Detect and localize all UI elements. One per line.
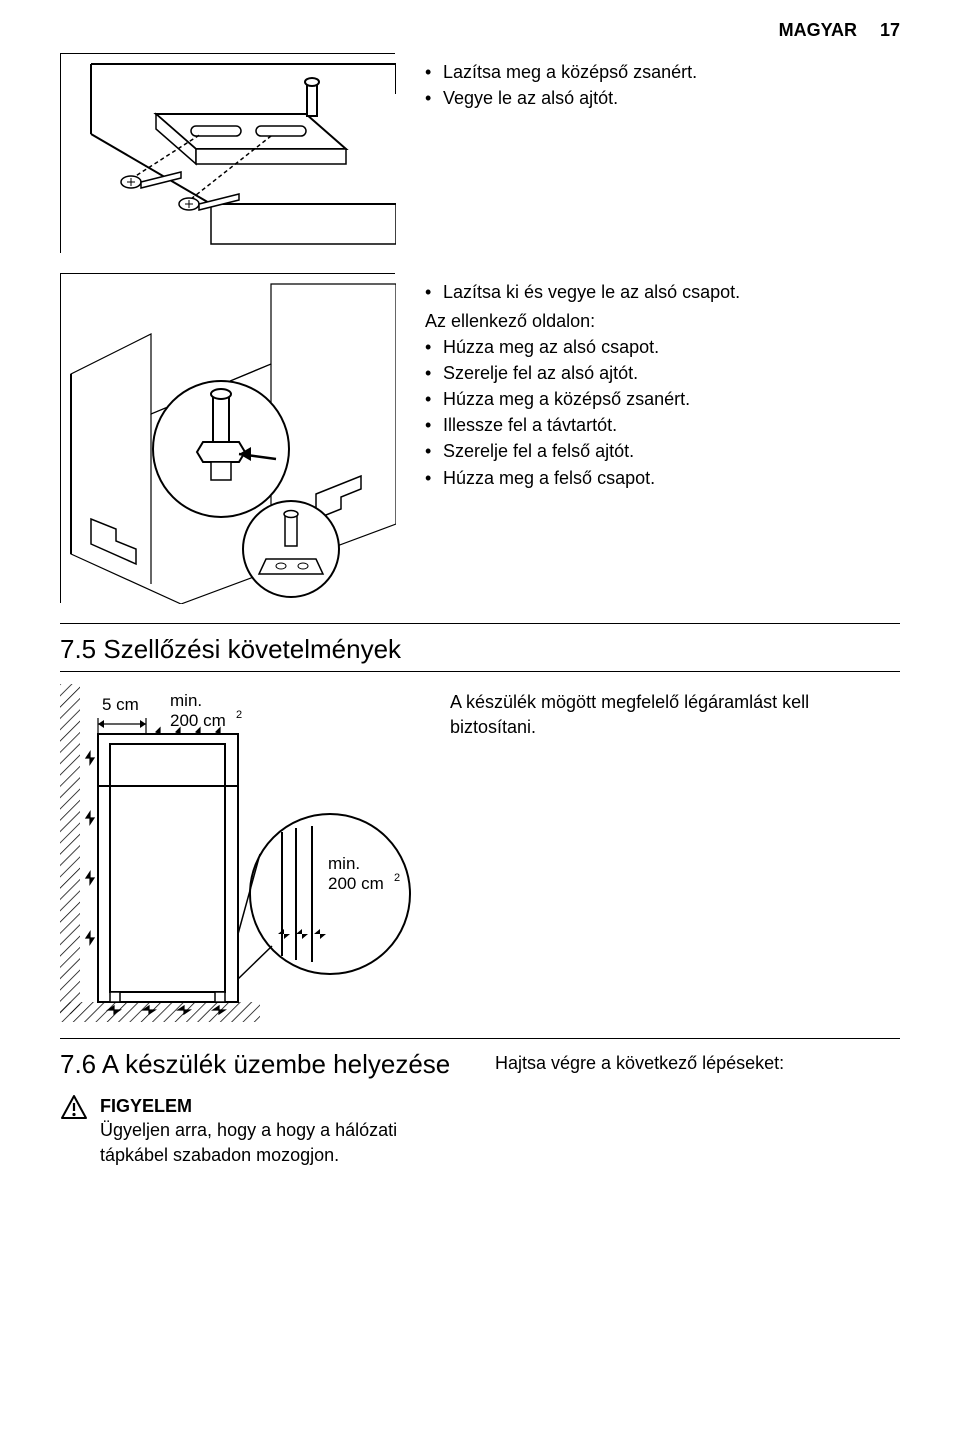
warning-block: FIGYELEM Ügyeljen arra, hogy a hogy a há… [60,1094,465,1167]
label-200-zoom: 200 cm [328,874,384,893]
figure-bottom-pin [60,273,395,603]
label-exp-zoom: 2 [394,872,400,884]
list-item: Lazítsa meg a középső zsanért. [425,59,900,85]
section-7-6: 7.6 A készülék üzembe helyezése FIGYELEM… [60,1049,900,1167]
list-item: Vegye le az alsó ajtót. [425,85,900,111]
label-min-top: min. [170,691,202,710]
figure-hinge-middle [60,53,395,253]
list-item: Lazítsa ki és vegye le az alsó csapot. [425,279,900,305]
list-item: Húzza meg a középső zsanért. [425,386,900,412]
block-1-text: Lazítsa meg a középső zsanért. Vegye le … [425,53,900,253]
list-item: Szerelje fel a felső ajtót. [425,438,900,464]
section-7-5-title: 7.5 Szellőzési követelmények [60,634,900,665]
block-2: Lazítsa ki és vegye le az alsó csapot. A… [60,273,900,603]
warning-label: FIGYELEM [100,1094,465,1118]
figure-ventilation: 5 cm min. 200 cm 2 [60,684,420,1024]
label-min-zoom: min. [328,854,360,873]
warning-icon [60,1094,88,1122]
rule [60,1038,900,1039]
rule [60,623,900,624]
block-1: Lazítsa meg a középső zsanért. Vegye le … [60,53,900,253]
label-200-top: 200 cm [170,711,226,730]
label-exp-top: 2 [236,709,242,721]
ventilation-text: A készülék mögött megfelelő légáramlást … [450,684,900,740]
header-lang: MAGYAR [779,20,857,40]
label-5cm: 5 cm [102,695,139,714]
list-item: Szerelje fel az alsó ajtót. [425,360,900,386]
section-7-6-title: 7.6 A készülék üzembe helyezése [60,1049,465,1080]
header-page: 17 [880,20,900,40]
ventilation-block: 5 cm min. 200 cm 2 [60,684,900,1024]
install-right-text: Hajtsa végre a következő lépéseket: [495,1049,900,1074]
list-item: Húzza meg az alsó csapot. [425,334,900,360]
warning-body: Ügyeljen arra, hogy a hogy a hálózati tá… [100,1120,397,1164]
list-item: Húzza meg a felső csapot. [425,465,900,491]
block-2-text: Lazítsa ki és vegye le az alsó csapot. A… [425,273,900,603]
list-item: Illessze fel a távtartót. [425,412,900,438]
rule [60,671,900,672]
sub-intro: Az ellenkező oldalon: [425,311,900,332]
page-header: MAGYAR 17 [60,20,900,41]
